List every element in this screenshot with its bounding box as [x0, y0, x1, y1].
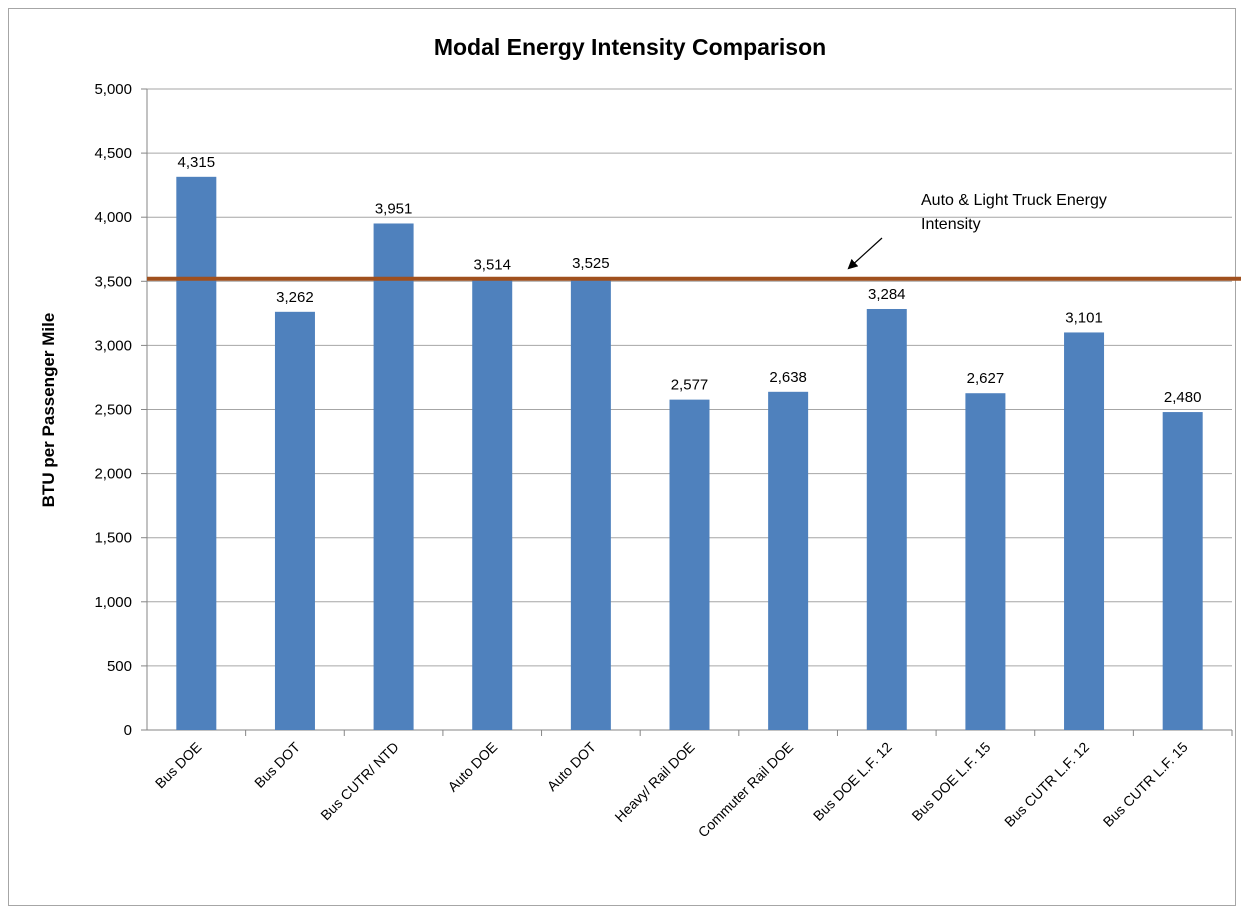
- y-tick-label: 0: [124, 722, 132, 739]
- x-category-label: Bus DOE: [152, 739, 205, 792]
- reference-line-group: Auto & Light Truck Energy Intensity: [147, 192, 1241, 281]
- data-label: 4,315: [178, 154, 216, 171]
- chart-title: Modal Energy Intensity Comparison: [434, 34, 826, 60]
- bar: [866, 308, 907, 730]
- y-tick-label: 5,000: [94, 81, 132, 98]
- data-label: 3,101: [1065, 309, 1103, 326]
- bar: [373, 223, 414, 730]
- x-category-label: Bus CUTR L.F. 15: [1100, 739, 1191, 830]
- y-tick-label: 1,500: [94, 530, 132, 547]
- bar: [768, 391, 809, 730]
- y-tick-label: 4,000: [94, 209, 132, 226]
- y-tick-label: 3,000: [94, 337, 132, 354]
- y-tick-label: 2,500: [94, 402, 132, 419]
- x-category-label: Bus DOT: [251, 738, 303, 790]
- data-labels: 4,315 3,262 3,951 3,514 3,525 2,577 2,638 3,284…: [178, 154, 1202, 406]
- data-label: 2,577: [671, 377, 709, 394]
- y-tick-label: 1,000: [94, 594, 132, 611]
- data-label: 3,262: [276, 289, 314, 306]
- bar: [1064, 332, 1105, 730]
- annotation-arrow: [847, 237, 883, 270]
- data-label: 2,638: [769, 369, 807, 386]
- x-category-label: Bus CUTR L.F. 12: [1001, 739, 1092, 830]
- y-axis-label: BTU per Passenger Mile: [39, 313, 58, 508]
- data-label: 2,627: [967, 370, 1005, 387]
- x-axis-categories: Bus DOE Bus DOT Bus CUTR/ NTD Auto DOE Auto …: [152, 730, 1233, 841]
- bar: [472, 279, 513, 730]
- y-tick-label: 4,500: [94, 145, 132, 162]
- bar: [176, 176, 217, 730]
- annotation-line-2: Intensity: [921, 216, 981, 233]
- x-category-label: Commuter Rail DOE: [695, 739, 797, 841]
- y-tick-label: 3,500: [94, 273, 132, 290]
- x-category-label: Bus DOE L.F. 12: [810, 739, 895, 824]
- data-label: 3,951: [375, 200, 413, 217]
- data-label: 3,284: [868, 286, 906, 303]
- gridlines: [146, 88, 1232, 731]
- x-category-label: Auto DOT: [544, 738, 600, 794]
- bar: [669, 399, 710, 730]
- data-label: 3,514: [473, 257, 511, 274]
- bar: [1162, 412, 1203, 730]
- annotation-line-1: Auto & Light Truck Energy: [921, 192, 1107, 209]
- data-label: 2,480: [1164, 389, 1202, 406]
- x-category-label: Heavy/ Rail DOE: [611, 739, 697, 825]
- y-tick-label: 500: [107, 658, 132, 675]
- bar: [274, 311, 315, 730]
- data-label: 3,525: [572, 255, 610, 272]
- x-category-label: Auto DOE: [444, 739, 500, 795]
- bars: [176, 176, 1203, 730]
- x-category-label: Bus DOE L.F. 15: [908, 739, 993, 824]
- y-tick-label: 2,000: [94, 466, 132, 483]
- bar: [965, 393, 1006, 730]
- x-category-label: Bus CUTR/ NTD: [317, 739, 401, 823]
- bar: [570, 278, 611, 730]
- y-axis-ticks: 0 500 1,000 1,500 2,000 2,500 3,000 3,500 4,000 4…: [94, 81, 147, 739]
